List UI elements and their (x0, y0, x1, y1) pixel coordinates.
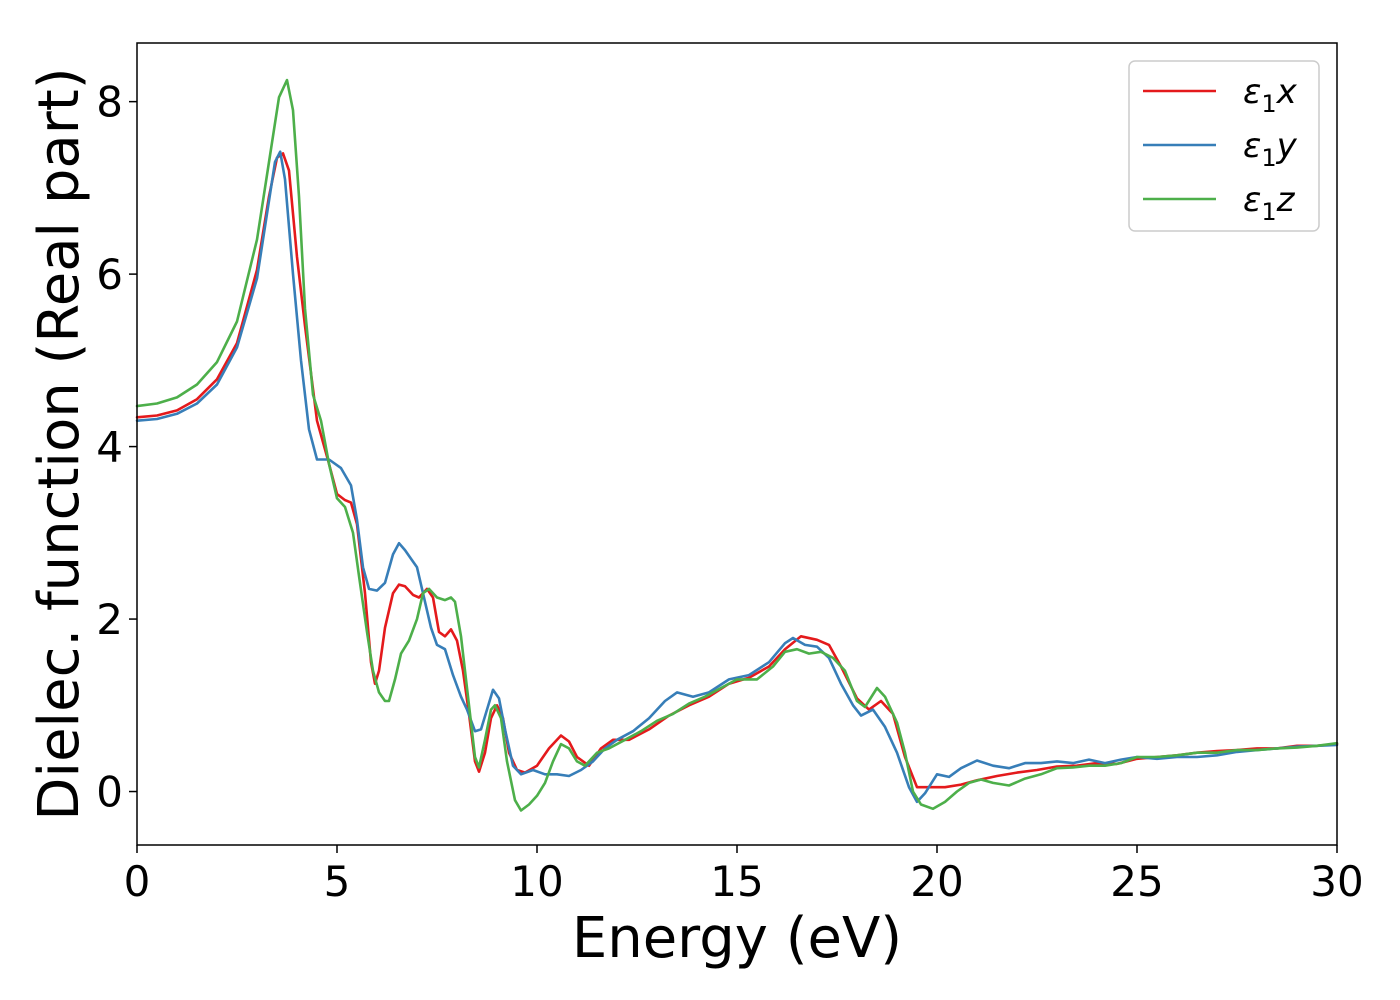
y-tick-label: 4 (96, 423, 123, 472)
series-line-z (135, 78, 1339, 812)
x-tick-label: 10 (510, 857, 563, 906)
plot-frame (136, 42, 1338, 846)
legend-label-x: ε1x (1243, 72, 1298, 118)
legend-label-y: ε1y (1243, 126, 1298, 172)
legend-label-z: ε1z (1243, 180, 1296, 226)
series-layer (135, 78, 1339, 812)
x-axis-ticks: 0 5 10 15 20 25 30 (124, 845, 1364, 906)
y-axis-label: Dielec. function (Real part) (27, 67, 92, 820)
x-axis-label: Energy (eV) (572, 906, 902, 971)
x-tick-label: 0 (124, 857, 151, 906)
legend-box (1128, 60, 1320, 232)
series-line-y (135, 150, 1339, 804)
y-tick-label: 2 (96, 595, 123, 644)
y-tick-label: 6 (96, 250, 123, 299)
y-tick-label: 0 (96, 768, 123, 817)
legend: ε1x ε1y ε1z (1128, 60, 1320, 232)
x-tick-label: 30 (1310, 857, 1363, 906)
x-tick-label: 20 (910, 857, 963, 906)
x-tick-label: 5 (324, 857, 351, 906)
y-axis-ticks: 0 2 4 6 8 (96, 78, 137, 817)
x-tick-label: 15 (710, 857, 763, 906)
x-tick-label: 25 (1110, 857, 1163, 906)
legend-entries: ε1x ε1y ε1z (1143, 72, 1298, 226)
y-tick-label: 8 (96, 78, 123, 127)
series-line-x (135, 152, 1339, 789)
